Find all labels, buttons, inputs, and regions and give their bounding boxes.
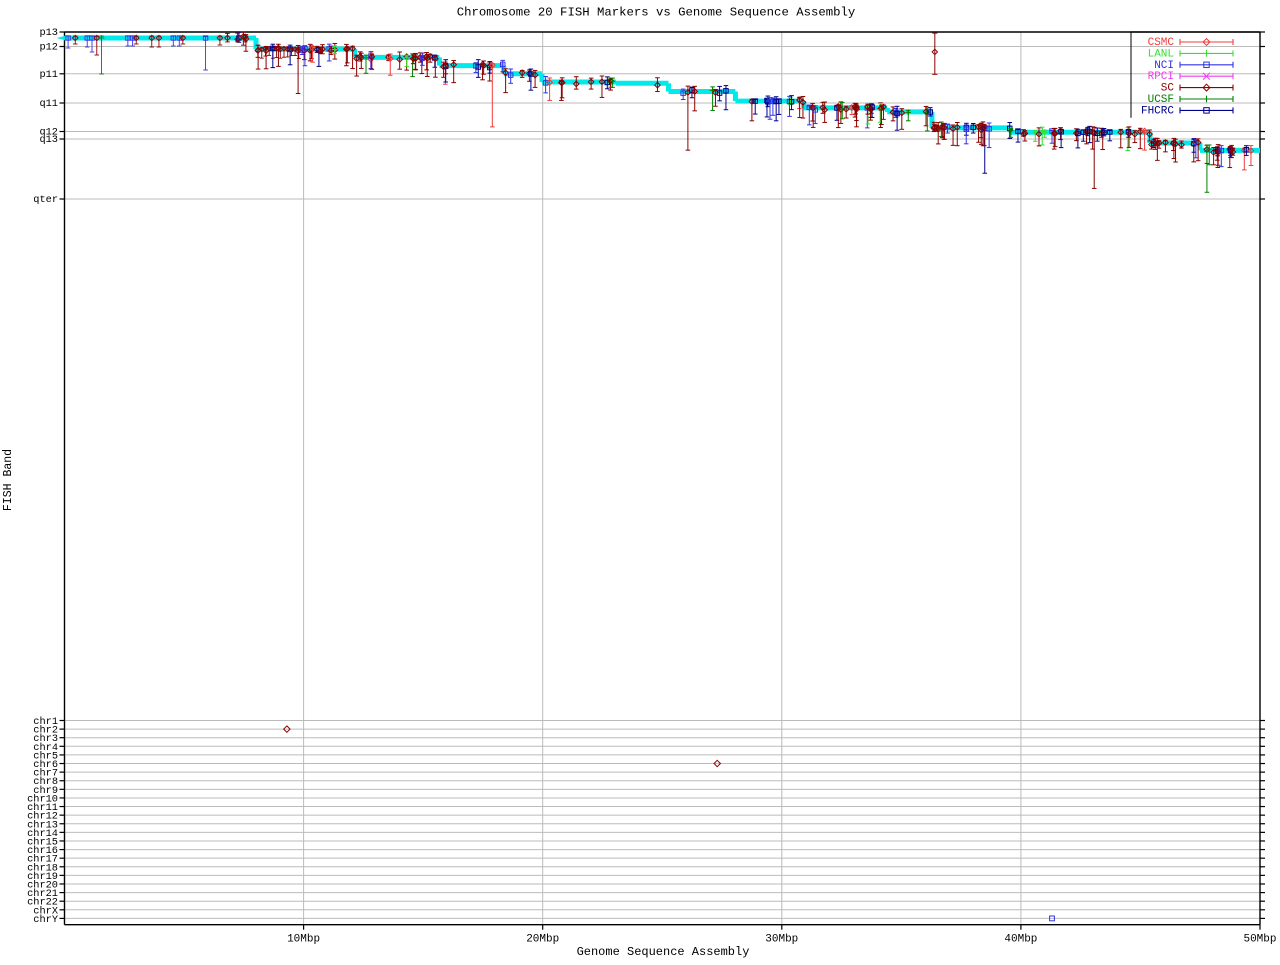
- svg-text:Chromosome 20 FISH Markers vs: Chromosome 20 FISH Markers vs Genome Seq…: [457, 6, 855, 20]
- svg-text:SC: SC: [1161, 83, 1175, 95]
- svg-text:NCI: NCI: [1154, 60, 1174, 72]
- svg-text:10Mbp: 10Mbp: [287, 934, 320, 946]
- svg-text:q13: q13: [39, 134, 58, 146]
- svg-text:FISH Band: FISH Band: [2, 449, 15, 511]
- svg-text:p13: p13: [39, 27, 58, 39]
- svg-text:Genome Sequence Assembly: Genome Sequence Assembly: [577, 945, 750, 959]
- svg-text:30Mbp: 30Mbp: [765, 934, 798, 946]
- svg-text:p11: p11: [39, 69, 58, 81]
- svg-text:UCSF: UCSF: [1148, 94, 1174, 106]
- svg-text:chrY: chrY: [33, 914, 58, 926]
- svg-text:RPCI: RPCI: [1148, 71, 1174, 83]
- svg-text:qter: qter: [33, 194, 58, 206]
- svg-text:CSMC: CSMC: [1148, 37, 1175, 49]
- svg-text:p12: p12: [39, 42, 58, 54]
- svg-text:40Mbp: 40Mbp: [1004, 934, 1037, 946]
- svg-text:LANL: LANL: [1148, 48, 1174, 60]
- svg-text:50Mbp: 50Mbp: [1243, 934, 1276, 946]
- svg-text:20Mbp: 20Mbp: [526, 934, 559, 946]
- svg-text:q11: q11: [39, 98, 58, 110]
- svg-text:FHCRC: FHCRC: [1141, 105, 1174, 117]
